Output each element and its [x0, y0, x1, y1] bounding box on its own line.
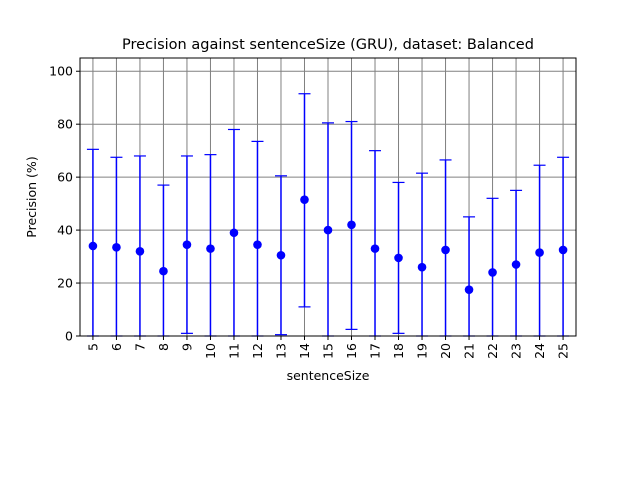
x-tick-label: 15: [321, 343, 336, 359]
x-tick-label: 22: [485, 343, 500, 359]
data-point: [276, 250, 286, 260]
y-axis: 0 20 40 60 80 100: [49, 64, 80, 344]
x-tick-label: 12: [250, 343, 265, 359]
data-point: [488, 268, 497, 277]
data-point: [370, 244, 380, 253]
data-point: [511, 260, 521, 269]
y-tick-label: 100: [49, 64, 73, 79]
x-tick-label: 23: [509, 343, 524, 359]
data-point: [229, 228, 239, 238]
x-tick-label: 20: [438, 343, 453, 359]
data-points: [88, 195, 568, 294]
y-axis-label: Precision (%): [24, 156, 39, 237]
data-point: [323, 225, 333, 235]
x-tick-label: 11: [226, 343, 241, 359]
x-axis-label: sentenceSize: [287, 368, 370, 383]
data-point: [135, 246, 145, 256]
x-tick-label: 9: [179, 343, 194, 351]
x-tick-label: 21: [462, 343, 477, 359]
data-point: [253, 240, 262, 249]
y-tick-label: 20: [57, 276, 73, 291]
data-point: [464, 285, 474, 294]
data-point: [417, 262, 427, 272]
x-tick-label: 7: [132, 343, 147, 351]
x-tick-label: 10: [203, 343, 218, 359]
data-point: [558, 245, 568, 255]
data-point: [441, 245, 450, 255]
data-point: [159, 266, 168, 276]
x-tick-label: 19: [415, 343, 430, 359]
x-tick-label: 24: [532, 343, 547, 359]
data-point: [88, 241, 98, 251]
y-tick-label: 60: [57, 170, 73, 185]
x-tick-label: 14: [297, 343, 312, 359]
data-point: [535, 248, 544, 257]
x-axis: 5 6 7 8 9 10 11 12 13 14 15 16 17 18 19 20 21 22 23 24 25: [85, 336, 571, 359]
data-point: [112, 243, 121, 252]
data-point: [206, 244, 215, 253]
x-tick-label: 16: [344, 343, 359, 359]
y-tick-label: 40: [57, 223, 73, 238]
chart-title: Precision against sentenceSize (GRU), da…: [122, 37, 534, 53]
y-tick-label: 0: [65, 329, 73, 344]
x-tick-label: 8: [156, 343, 171, 351]
x-tick-label: 18: [391, 343, 406, 359]
y-tick-label: 80: [57, 117, 73, 132]
x-tick-label: 17: [368, 343, 383, 359]
data-point: [182, 240, 192, 249]
x-tick-label: 6: [109, 343, 124, 351]
x-tick-label: 5: [85, 343, 100, 351]
data-point: [394, 253, 403, 263]
x-tick-label: 13: [273, 343, 288, 359]
x-tick-label: 25: [556, 343, 571, 359]
error-bars: [86, 93, 570, 337]
data-point: [347, 220, 356, 230]
data-point: [300, 195, 309, 204]
